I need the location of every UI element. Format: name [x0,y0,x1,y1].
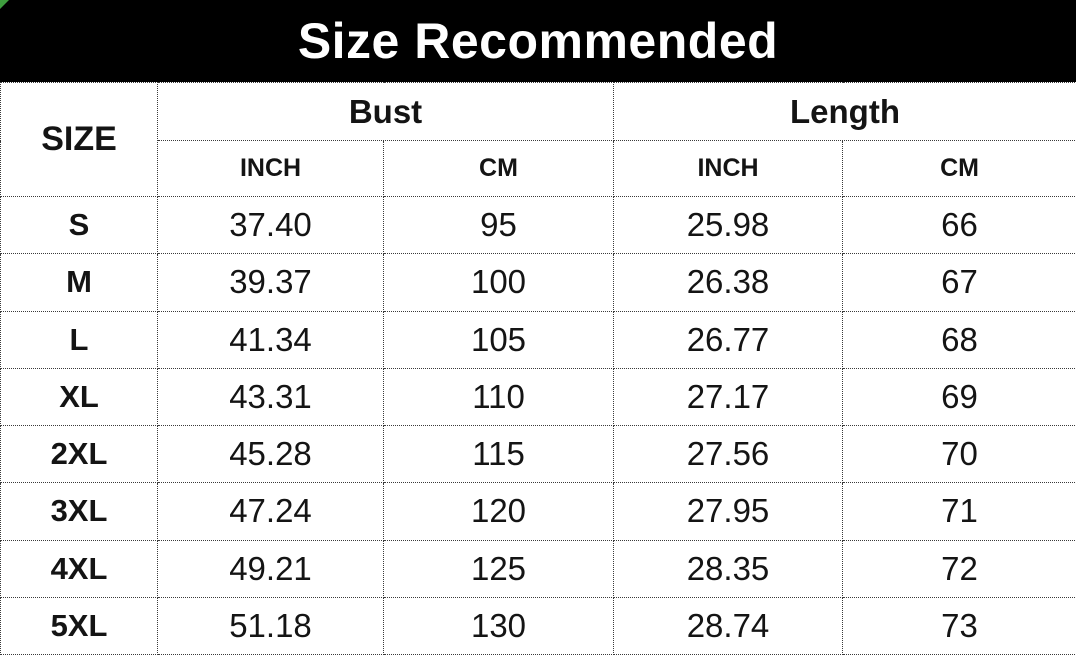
sub-header-row: INCH CM INCH CM [1,140,1076,197]
table-row-3xl: 3XL 47.24 120 27.95 71 [0,482,1076,541]
bust-inch-value: 41.34 [157,310,384,369]
size-label: 2XL [0,424,158,484]
table-row-4xl: 4XL 49.21 125 28.35 72 [0,539,1076,598]
length-inch-value: 26.77 [613,310,843,369]
bust-inch-value: 51.18 [157,596,384,655]
column-header-bust-inch: INCH [157,140,384,197]
length-inch-value: 27.95 [613,482,843,541]
length-cm-value: 73 [841,596,1076,655]
size-label: M [0,253,158,312]
length-cm-value: 72 [841,539,1076,598]
length-inch-value: 27.56 [613,424,843,484]
bust-cm-value: 130 [383,596,614,655]
column-header-length-inch: INCH [613,140,843,197]
page-title: Size Recommended [297,13,779,69]
length-inch-value: 26.38 [613,253,843,312]
bust-cm-value: 115 [383,424,614,484]
table-row-2xl: 2XL 45.28 115 27.56 70 [0,424,1076,484]
length-cm-value: 67 [841,253,1076,312]
bust-inch-value: 45.28 [157,424,384,484]
table-row-l: L 41.34 105 26.77 68 [0,310,1076,369]
length-cm-value: 70 [841,424,1076,484]
size-label: S [0,195,158,255]
column-header-length-cm: CM [841,140,1076,197]
bust-cm-value: 95 [383,195,614,255]
length-cm-value: 66 [841,195,1076,255]
column-group-length: Length [612,82,1076,141]
size-label: 5XL [0,596,158,655]
size-table: SIZE Bust Length INCH CM INCH CM S 37.40… [0,82,1076,655]
column-group-bust: Bust [157,82,614,141]
length-cm-value: 68 [841,310,1076,369]
column-header-bust-cm: CM [383,140,614,197]
length-inch-value: 28.74 [613,596,843,655]
size-label: 3XL [0,482,158,541]
size-label: XL [0,367,158,427]
group-header-row: SIZE Bust Length [0,82,1076,197]
table-row-m: M 39.37 100 26.38 67 [0,253,1076,312]
bust-cm-value: 105 [383,310,614,369]
bust-inch-value: 43.31 [157,367,384,427]
bust-cm-value: 125 [383,539,614,598]
bust-inch-value: 49.21 [157,539,384,598]
table-row-xl: XL 43.31 110 27.17 69 [0,367,1076,427]
length-inch-value: 25.98 [613,195,843,255]
length-cm-value: 69 [841,367,1076,427]
table-row-5xl: 5XL 51.18 130 28.74 73 [0,596,1076,655]
bust-inch-value: 47.24 [157,482,384,541]
bust-cm-value: 120 [383,482,614,541]
bust-cm-value: 110 [383,367,614,427]
title-bar: Size Recommended [0,0,1076,82]
green-corner-marker-icon [0,0,9,9]
length-cm-value: 71 [841,482,1076,541]
bust-cm-value: 100 [383,253,614,312]
bust-inch-value: 37.40 [157,195,384,255]
size-label: 4XL [0,539,158,598]
size-label: L [0,310,158,369]
column-header-size: SIZE [0,82,158,197]
table-row-s: S 37.40 95 25.98 66 [0,195,1076,255]
bust-inch-value: 39.37 [157,253,384,312]
length-inch-value: 28.35 [613,539,843,598]
length-inch-value: 27.17 [613,367,843,427]
